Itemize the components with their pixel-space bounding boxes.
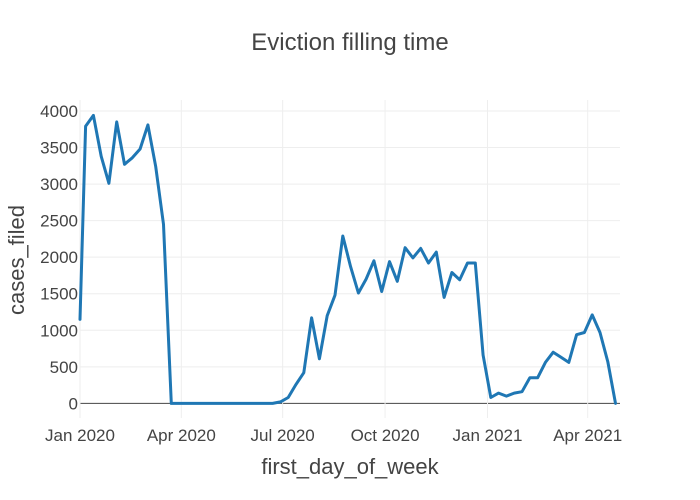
- y-axis-title: cases_filed: [4, 205, 29, 315]
- x-tick-label: Oct 2020: [351, 426, 420, 445]
- y-tick-label: 2000: [40, 248, 78, 267]
- x-tick-label: Jul 2020: [250, 426, 314, 445]
- y-tick-label: 3000: [40, 175, 78, 194]
- x-tick-label: Apr 2020: [147, 426, 216, 445]
- x-axis-ticks: Jan 2020 Apr 2020 Jul 2020 Oct 2020 Jan 2021…: [45, 426, 622, 445]
- y-tick-label: 4000: [40, 102, 78, 121]
- x-tick-label: Jan 2021: [453, 426, 523, 445]
- y-tick-label: 3500: [40, 139, 78, 158]
- y-axis-ticks: 0 500 1000 1500 2000 2500 3000 3500 4000: [40, 102, 78, 413]
- y-tick-label: 500: [50, 358, 78, 377]
- series-line: [78, 113, 617, 405]
- chart-title: Eviction filling time: [251, 29, 448, 56]
- y-tick-label: 1000: [40, 321, 78, 340]
- series-layer: [78, 113, 617, 405]
- y-tick-label: 1500: [40, 285, 78, 304]
- gridlines: [79, 100, 620, 418]
- y-tick-label: 0: [69, 394, 78, 413]
- x-tick-label: Jan 2020: [45, 426, 115, 445]
- y-tick-label: 2500: [40, 212, 78, 231]
- x-tick-label: Apr 2021: [553, 426, 622, 445]
- x-axis-title: first_day_of_week: [261, 454, 439, 479]
